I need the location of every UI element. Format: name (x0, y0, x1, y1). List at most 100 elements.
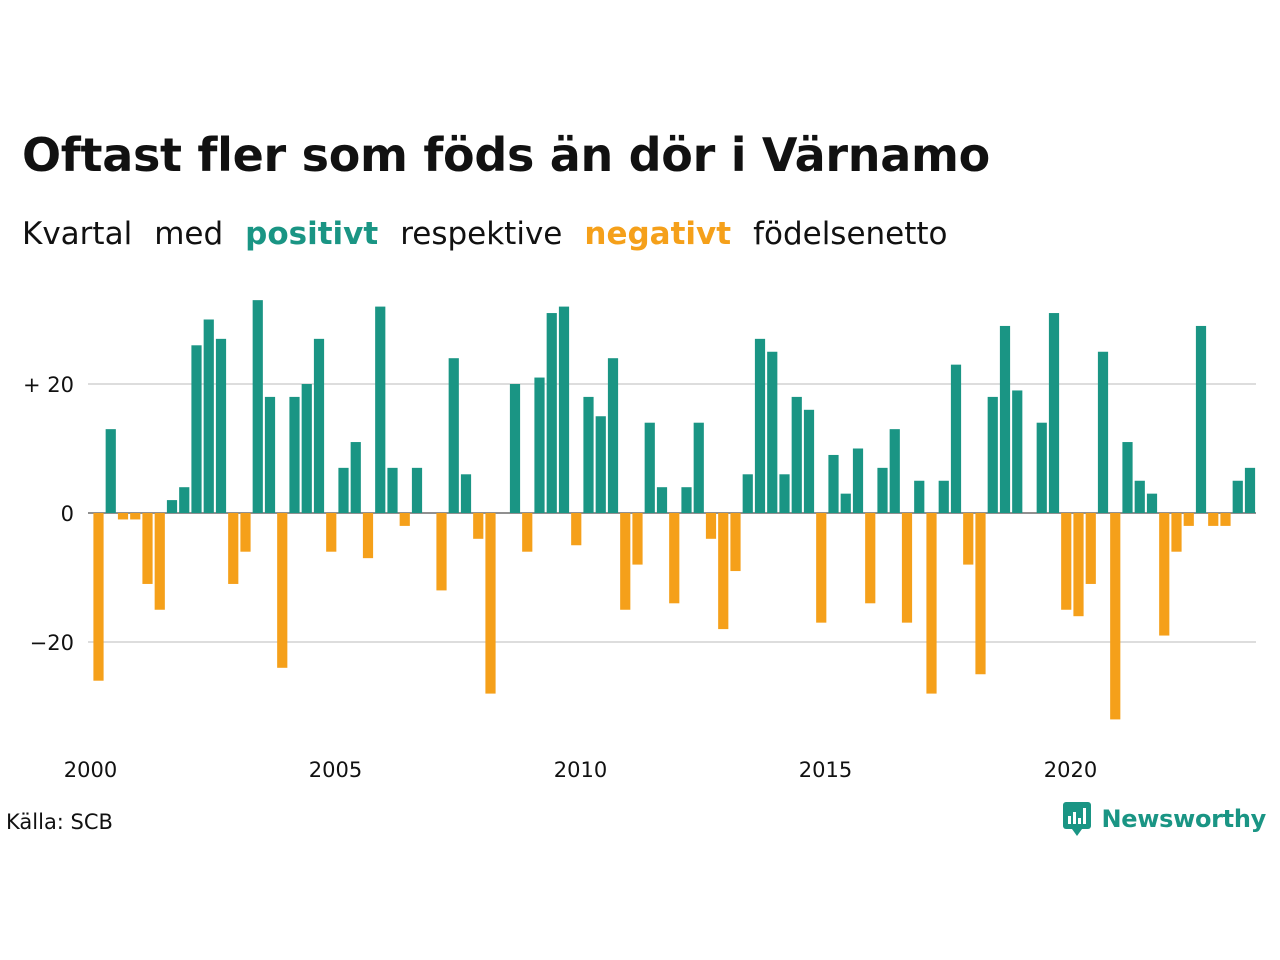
bar-positive (914, 480, 925, 513)
bar-positive (546, 313, 557, 513)
bar-negative (93, 513, 104, 681)
bar-negative (1208, 513, 1219, 526)
bar-positive (534, 377, 545, 513)
source-note: Källa: SCB (6, 810, 113, 834)
bar-positive (509, 384, 521, 513)
bar-chart: −20 0 + 20 2000 2005 2010 2015 2020 (23, 300, 1256, 782)
bar-positive (252, 300, 263, 513)
bar-positive (313, 338, 325, 513)
bar-negative (473, 513, 484, 539)
bar-positive (350, 442, 361, 513)
newsworthy-logo-icon (1063, 802, 1092, 836)
x-tick-label: 2000 (64, 758, 117, 782)
bar-positive (950, 364, 962, 513)
bar-positive (754, 338, 766, 513)
bar-positive (828, 454, 839, 513)
bar-positive (203, 319, 214, 513)
y-tick-label: −20 (30, 631, 74, 655)
bar-negative (117, 513, 129, 520)
bar-negative (522, 513, 533, 552)
bar-positive (264, 396, 276, 513)
bar-positive (166, 500, 178, 513)
bar-negative (326, 513, 337, 552)
bar-negative (926, 513, 937, 694)
bar-positive (1146, 493, 1158, 513)
bar-negative (1073, 513, 1084, 617)
subtitle-negative-label: negativt (584, 216, 732, 252)
bar-positive (840, 493, 851, 513)
x-tick-label: 2010 (554, 758, 607, 782)
bar-negative (632, 513, 643, 565)
bar-positive (1232, 480, 1243, 513)
bar-negative (730, 513, 741, 572)
x-tick-label: 2005 (309, 758, 362, 782)
bar-negative (1171, 513, 1182, 552)
bar-positive (938, 480, 949, 513)
bar-positive (791, 396, 802, 513)
bar-positive (877, 467, 888, 513)
bar-negative (154, 513, 165, 610)
newsworthy-logo[interactable]: Newsworthy (1063, 802, 1266, 836)
bar-negative (571, 513, 582, 546)
axis-labels: −20 0 + 20 2000 2005 2010 2015 2020 (23, 373, 1097, 782)
brand-name: Newsworthy (1101, 805, 1266, 833)
bar-positive (803, 409, 815, 513)
bar-positive (693, 422, 704, 513)
bar-positive (742, 474, 753, 513)
bar-negative (963, 513, 974, 565)
bar-negative (705, 513, 717, 539)
bar-negative (142, 513, 153, 584)
bar-positive (387, 467, 398, 513)
bars (93, 300, 1256, 720)
subtitle-word-kvartal: Kvartal (22, 216, 133, 252)
bar-positive (656, 487, 668, 513)
bar-negative (130, 513, 141, 520)
bar-positive (987, 396, 998, 513)
y-tick-label: + 20 (23, 373, 74, 397)
subtitle-word-fodelsenetto: födelsenetto (753, 216, 948, 252)
bar-negative (1085, 513, 1096, 584)
bar-negative (620, 513, 631, 610)
bar-negative (277, 513, 288, 668)
bar-positive (215, 338, 227, 513)
bar-positive (1048, 313, 1060, 513)
bar-positive (1036, 422, 1047, 513)
chart-subtitle: Kvartal med positivt respektive negativt föde… (22, 216, 970, 252)
bar-positive (852, 448, 864, 513)
bar-positive (105, 429, 116, 513)
bar-negative (975, 513, 986, 675)
bar-positive (191, 345, 202, 513)
bar-positive (1012, 390, 1023, 513)
x-tick-label: 2015 (799, 758, 852, 782)
bar-positive (1195, 325, 1207, 513)
bar-negative (669, 513, 680, 604)
y-tick-label: 0 (61, 502, 74, 526)
bar-negative (1159, 513, 1170, 636)
bar-negative (901, 513, 913, 623)
bar-negative (399, 513, 410, 526)
bar-negative (1183, 513, 1194, 526)
bar-negative (1110, 513, 1121, 720)
subtitle-word-med: med (154, 216, 224, 252)
bar-positive (301, 384, 312, 513)
bar-positive (607, 358, 619, 513)
bar-positive (179, 487, 190, 513)
bar-positive (889, 429, 900, 513)
bar-positive (338, 467, 349, 513)
bar-negative (362, 513, 374, 559)
bar-positive (583, 396, 594, 513)
bar-positive (999, 325, 1011, 513)
bar-positive (595, 416, 606, 513)
subtitle-positive-label: positivt (245, 216, 379, 252)
bar-positive (1097, 351, 1109, 513)
bar-positive (681, 487, 692, 513)
bar-positive (375, 306, 386, 513)
bar-positive (1244, 467, 1256, 513)
bar-negative (1061, 513, 1072, 610)
x-tick-label: 2020 (1044, 758, 1097, 782)
bar-positive (558, 306, 570, 513)
bar-positive (460, 474, 472, 513)
bar-negative (485, 513, 496, 694)
bar-negative (436, 513, 447, 591)
bar-positive (767, 351, 778, 513)
